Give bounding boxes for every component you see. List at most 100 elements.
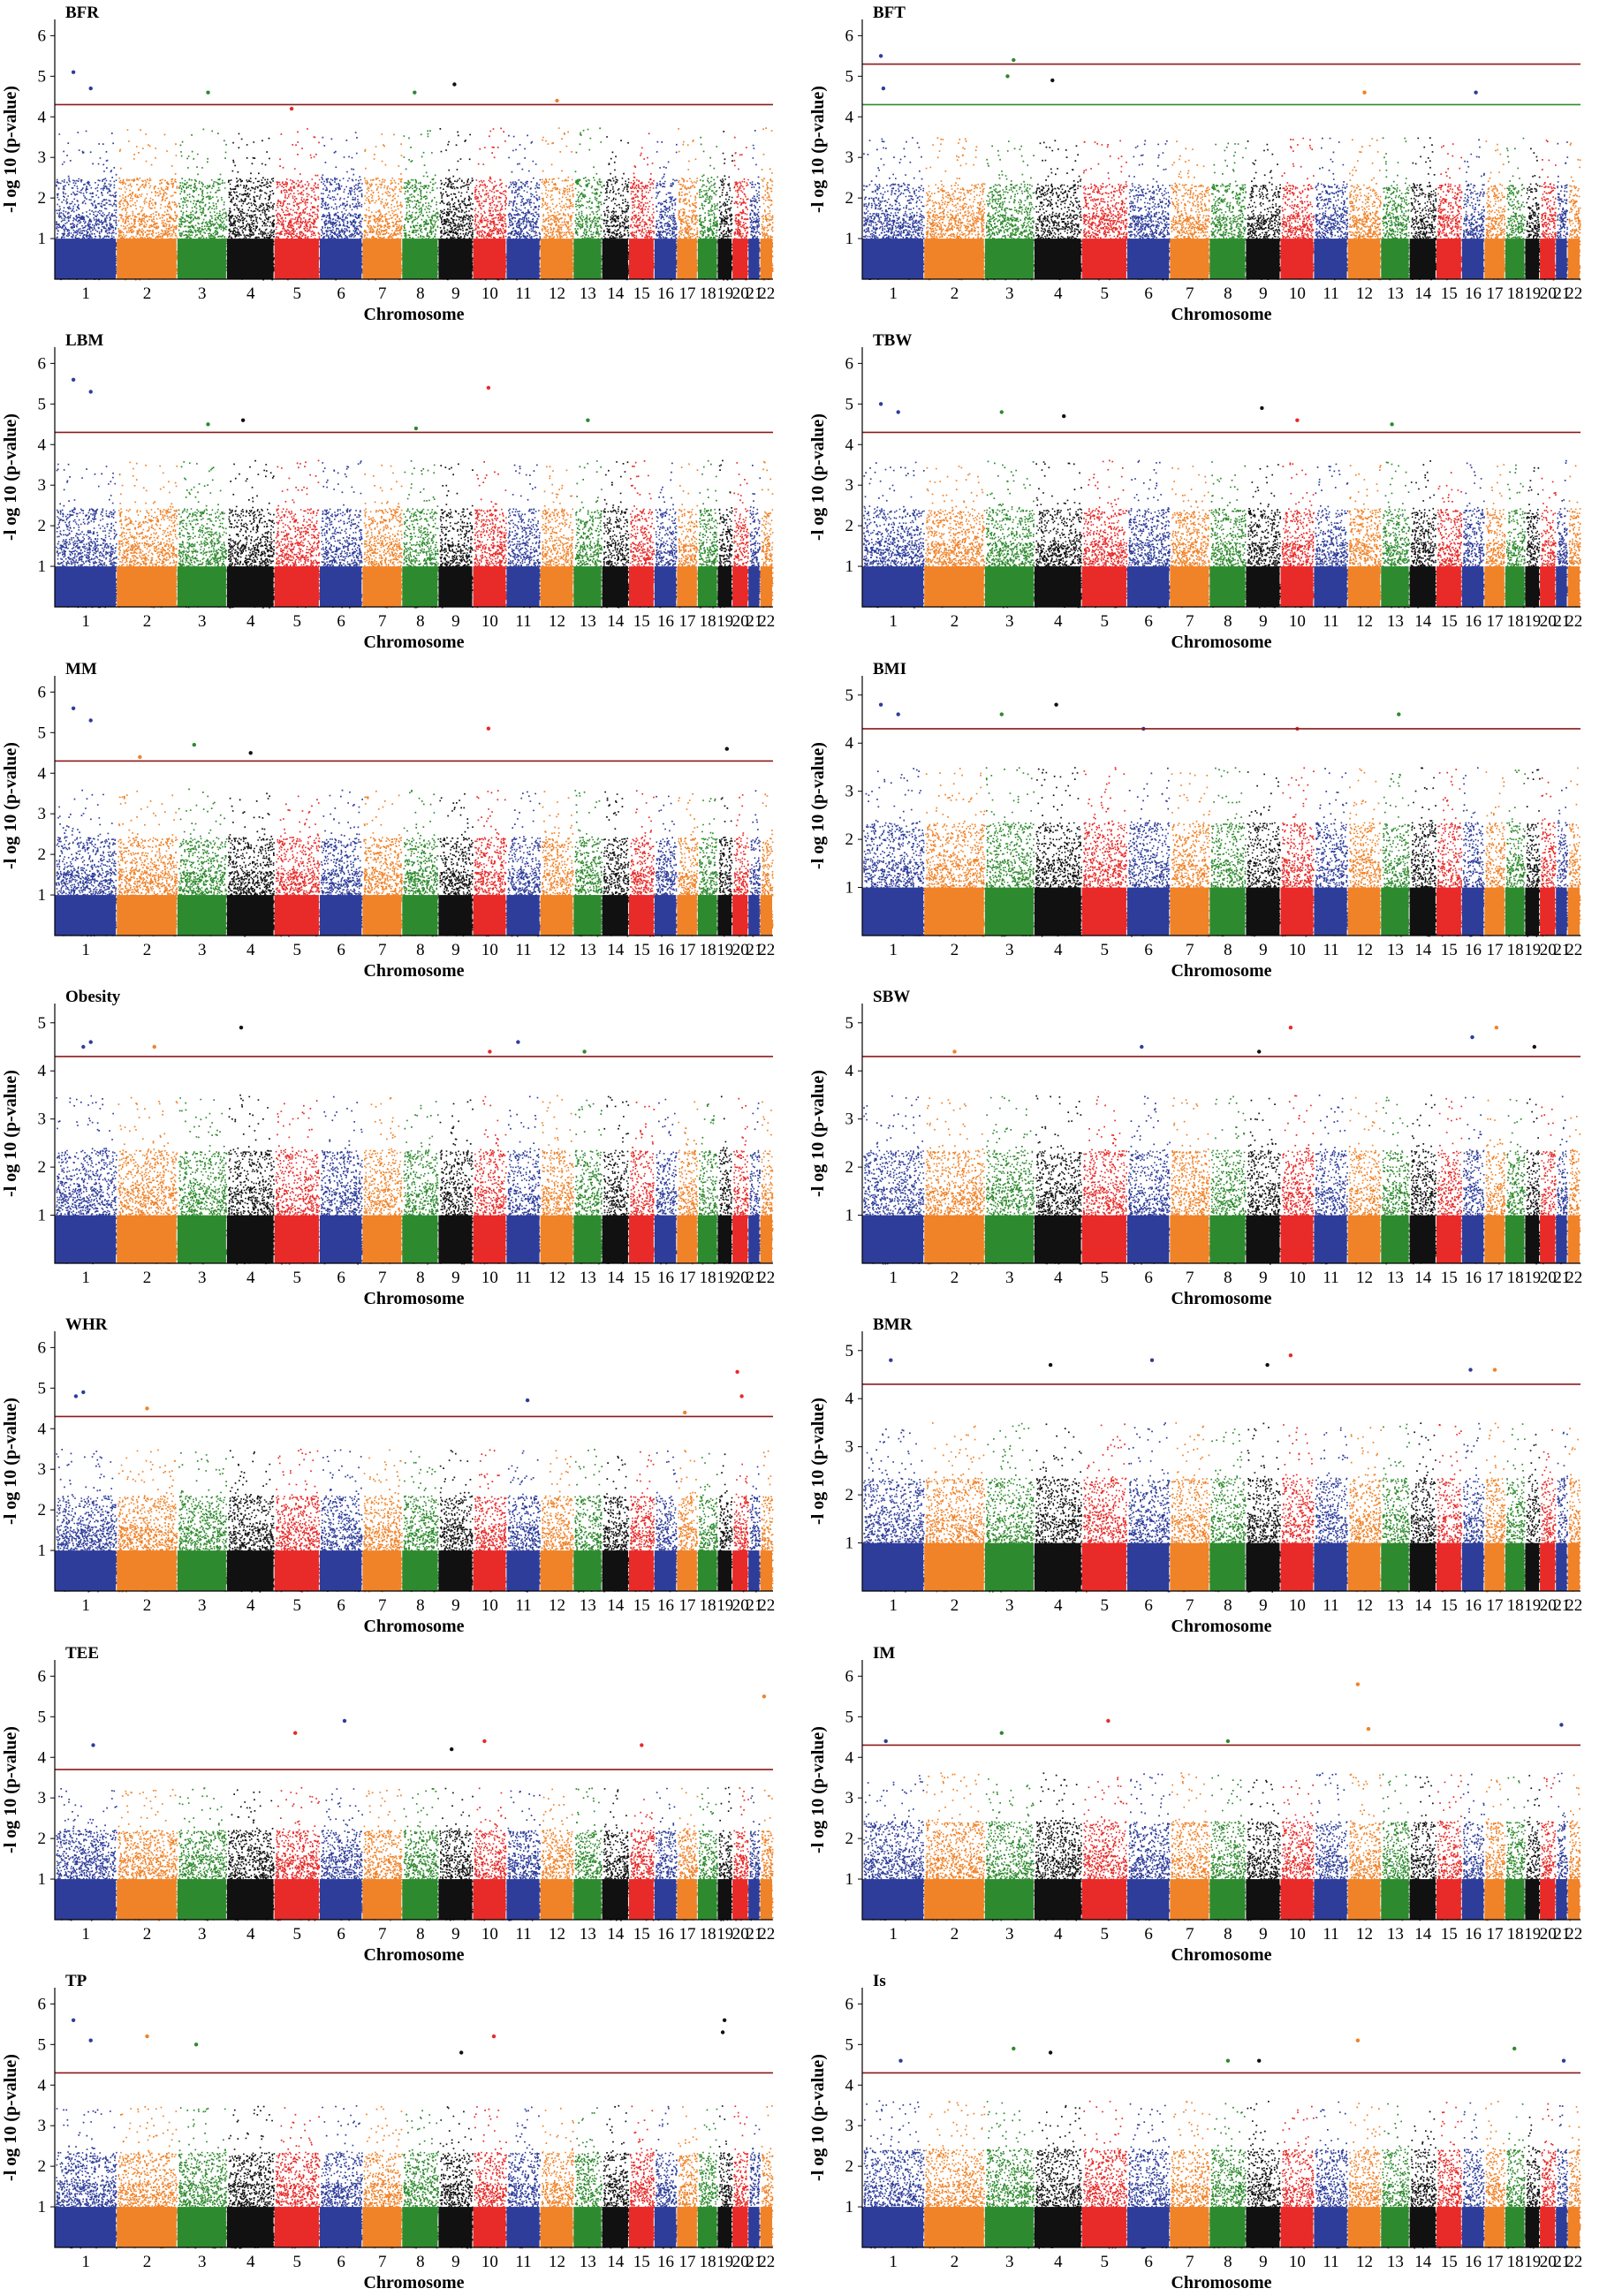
- axes: [54, 1987, 773, 2248]
- chromosome-18-base: [1505, 1878, 1525, 1920]
- peak-point: [896, 410, 900, 414]
- x-tick-label: 21: [1553, 612, 1570, 631]
- chromosome-9-base: [1246, 1542, 1280, 1592]
- x-tick-label: 20: [1540, 284, 1557, 303]
- peak-point: [878, 702, 883, 707]
- chromosome-14-base: [602, 566, 628, 608]
- y-tick-label: 3: [38, 805, 47, 823]
- chromosome-2-base: [117, 239, 177, 279]
- x-tick-label: 11: [1323, 941, 1338, 959]
- y-tick-label: 2: [38, 845, 47, 864]
- chromosome-13-base: [573, 894, 602, 936]
- chromosome-14-base: [1409, 239, 1436, 279]
- y-tick-label: 6: [38, 1667, 47, 1686]
- chromosome-1-base: [862, 1215, 924, 1263]
- chromosome-9-points: [1247, 1097, 1281, 1265]
- peak-point: [289, 106, 294, 111]
- x-tick-label: 14: [607, 1925, 625, 1944]
- x-tick-label: 2: [951, 2253, 959, 2271]
- chromosome-7-base: [1170, 1878, 1209, 1920]
- x-tick-label: 12: [549, 284, 565, 303]
- chromosome-2-base: [924, 887, 984, 936]
- y-tick-label: 4: [38, 1748, 47, 1767]
- chromosome-7-base: [1170, 1215, 1209, 1263]
- peak-point: [71, 2018, 76, 2022]
- chromosome-15-base: [628, 2206, 654, 2247]
- x-tick-label: 11: [1323, 1269, 1338, 1287]
- chromosome-7-base: [362, 1878, 402, 1920]
- peak-point: [1012, 57, 1016, 63]
- axes: [54, 19, 773, 280]
- chromosome-20-base: [732, 1878, 748, 1920]
- chromosome-22-base: [1567, 887, 1580, 936]
- chromosome-13-base: [1381, 2206, 1409, 2247]
- x-tick-label: 13: [580, 1596, 596, 1615]
- x-tick-label: 11: [515, 1596, 531, 1615]
- chromosome-4-base: [226, 1550, 274, 1592]
- chromosome-18-base: [1505, 1215, 1525, 1263]
- x-tick-label: 14: [607, 2253, 625, 2271]
- x-tick-label: 10: [481, 1596, 498, 1615]
- chromosome-15-base: [628, 1878, 654, 1920]
- x-tick-label: 1: [889, 941, 898, 959]
- x-tick-label: 16: [657, 284, 674, 303]
- x-tick-label: 18: [700, 612, 716, 631]
- chromosome-12-base: [1347, 239, 1381, 279]
- chromosome-14-base: [602, 894, 628, 936]
- x-axis-label: Chromosome: [363, 1289, 464, 1307]
- x-tick-label: 6: [337, 612, 345, 631]
- x-tick-label: 5: [1101, 1596, 1110, 1615]
- x-tick-label: 13: [1387, 1269, 1404, 1287]
- x-tick-label: 8: [1224, 941, 1232, 959]
- manhattan-panel-im: 1 2 3 4 5 6 1 2 3 4 5 6 7 8 9 10 11 12 13 14 15 16 17 18 19 20 21 2…: [807, 1641, 1607, 1964]
- x-tick-label: 8: [416, 1596, 425, 1615]
- x-tick-label: 19: [1524, 284, 1541, 303]
- chromosome-17-base: [677, 1550, 697, 1592]
- chromosome-3-base: [984, 1542, 1034, 1592]
- x-tick-label: 18: [700, 1269, 716, 1287]
- x-tick-label: 3: [198, 2253, 207, 2271]
- chromosome-16-base: [1461, 887, 1484, 936]
- x-tick-label: 1: [889, 284, 898, 303]
- peak-point: [739, 1394, 744, 1398]
- peak-point: [1295, 418, 1300, 423]
- y-tick-label: 6: [845, 355, 854, 374]
- chromosome-2-base: [924, 1878, 984, 1920]
- x-tick-label: 11: [515, 941, 531, 959]
- x-tick-label: 19: [1524, 612, 1541, 631]
- y-tick-label: 2: [845, 1486, 854, 1504]
- chromosome-20-base: [1540, 2206, 1556, 2247]
- y-tick-label: 4: [38, 1062, 47, 1080]
- panel-title: BFT: [873, 4, 906, 22]
- peak-point: [999, 410, 1004, 414]
- x-tick-label: 18: [700, 2253, 716, 2271]
- chromosome-12-base: [540, 2206, 573, 2247]
- x-tick-label: 4: [1054, 1925, 1063, 1944]
- peak-point: [192, 742, 196, 746]
- x-tick-label: 7: [378, 941, 387, 959]
- chromosome-21-base: [1556, 1542, 1567, 1592]
- x-axis-label: Chromosome: [1171, 1617, 1271, 1635]
- x-tick-label: 13: [580, 1269, 596, 1287]
- x-tick-label: 17: [679, 612, 696, 631]
- chromosome-18-base: [697, 2206, 717, 2247]
- chromosome-1-base: [55, 1215, 117, 1263]
- chromosome-6-base: [319, 1550, 362, 1592]
- x-tick-label: 11: [515, 2253, 531, 2271]
- chromosome-16-base: [654, 1550, 677, 1592]
- chromosome-15-base: [1436, 1542, 1461, 1592]
- chromosome-6-base: [319, 566, 362, 608]
- chromosome-10-base: [1280, 887, 1314, 936]
- chromosome-14-points: [1410, 460, 1437, 609]
- peak-point: [889, 1358, 893, 1363]
- panel-title: Is: [873, 1972, 886, 1990]
- chromosome-1-base: [862, 566, 924, 608]
- peak-point: [1474, 90, 1478, 95]
- chromosome-3-base: [177, 1550, 226, 1592]
- chromosome-9-base: [438, 894, 473, 936]
- chromosome-13-base: [573, 1550, 602, 1592]
- x-tick-label: 1: [81, 612, 90, 631]
- chromosome-12-points: [541, 466, 574, 609]
